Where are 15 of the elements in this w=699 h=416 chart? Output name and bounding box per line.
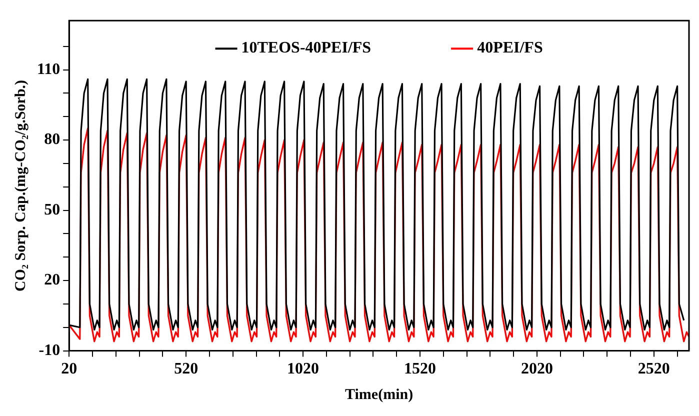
y-axis-title: CO₂ Sorp. Cap.(mg-CO₂/g.Sorb.)	[12, 80, 29, 292]
x-tick-label: 1020	[287, 360, 320, 378]
x-tick-label: 520	[174, 360, 198, 378]
y-tick-label: -10	[38, 342, 60, 359]
y-tick-label: 110	[36, 60, 60, 78]
y-tick-label: 80	[44, 131, 60, 148]
x-tick-label: 2520	[638, 360, 670, 378]
x-tick-label: 1520	[404, 360, 436, 378]
x-axis-title: Time(min)	[345, 386, 414, 403]
x-tick-label: 20	[61, 360, 78, 378]
y-tick-label: 50	[44, 201, 60, 218]
x-tick-label: 2020	[520, 360, 553, 378]
y-tick-label: 20	[44, 272, 60, 289]
legend-label: 40PEI/FS	[477, 40, 543, 57]
legend-label: 10TEOS-40PEI/FS	[241, 40, 372, 57]
